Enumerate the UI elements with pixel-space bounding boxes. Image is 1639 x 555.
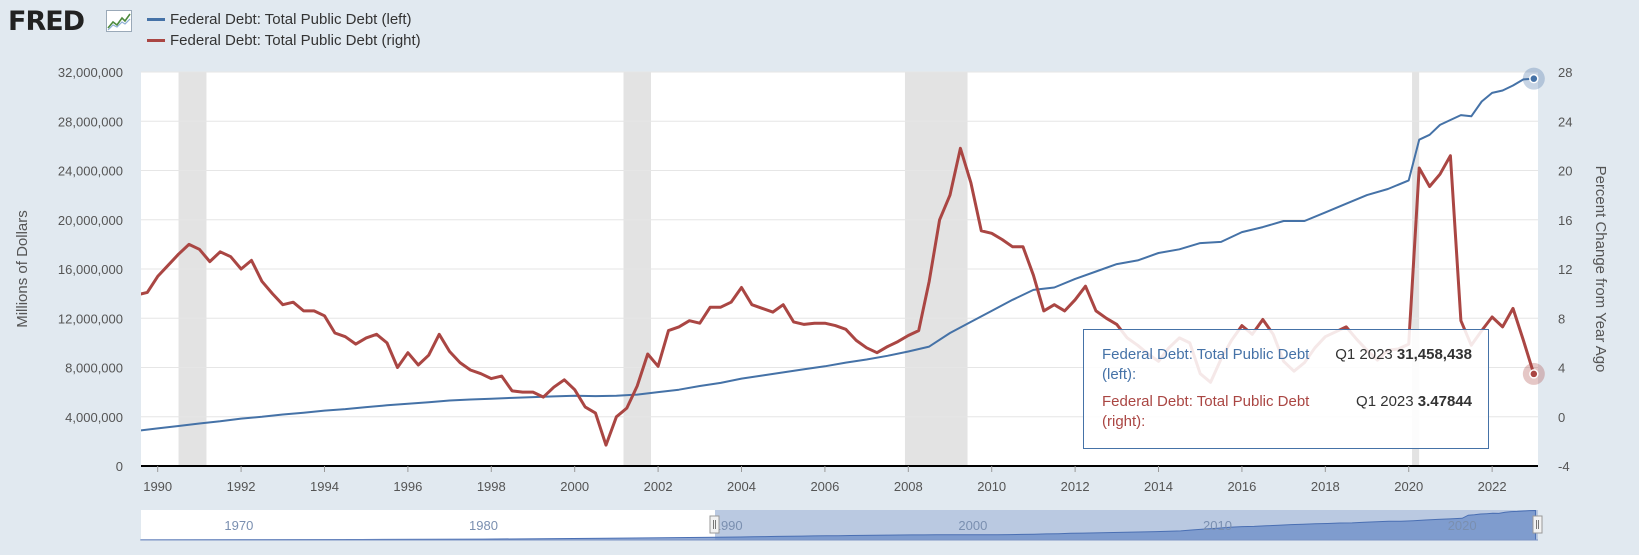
y-right-tick-label: 24 (1558, 114, 1572, 129)
x-tick-label: 1994 (310, 479, 339, 494)
x-tick-label: 2008 (894, 479, 923, 494)
navigator-year-label: 1980 (469, 518, 498, 533)
x-tick-label: 1998 (477, 479, 506, 494)
y-right-tick-label: 28 (1558, 65, 1572, 80)
x-tick-label: 1996 (393, 479, 422, 494)
x-tick-label: 2004 (727, 479, 756, 494)
x-tick-label: 2018 (1311, 479, 1340, 494)
hover-marker-left (1529, 73, 1539, 84)
x-tick-label: 2016 (1227, 479, 1256, 494)
y-right-tick-label: 4 (1558, 361, 1565, 376)
y-right-axis-ticks: -4 0 4 8 12 16 20 24 28 (1558, 65, 1572, 474)
y-left-tick-label: 12,000,000 (58, 311, 123, 326)
navigator-year-label: 2000 (958, 518, 987, 533)
tooltip-series-right-name: Federal Debt: Total Public Debt (right): (1102, 393, 1310, 430)
navigator-year-label: 1970 (224, 518, 253, 533)
fred-logo[interactable]: FRED (8, 6, 85, 37)
y-left-tick-label: 16,000,000 (58, 262, 123, 277)
x-tick-label: 1992 (227, 479, 256, 494)
navigator-series (140, 509, 1537, 541)
y-left-tick-label: 20,000,000 (58, 213, 123, 228)
tooltip-series-left-value: Q1 2023 31,458,438 (1335, 346, 1472, 363)
legend-swatch-right (147, 38, 165, 42)
chart-tooltip: Federal Debt: Total Public Debt (left): … (1083, 329, 1489, 449)
y-right-axis-title: Percent Change from Year Ago (1592, 166, 1609, 373)
navigator-handle-left[interactable] (709, 515, 720, 534)
legend-item-right[interactable]: Federal Debt: Total Public Debt (right) (147, 31, 421, 51)
x-tick-label: 2000 (560, 479, 589, 494)
x-tick-label: 2014 (1144, 479, 1173, 494)
navigator-handle-right[interactable] (1532, 515, 1543, 534)
y-right-tick-label: -4 (1558, 459, 1570, 474)
y-right-tick-label: 20 (1558, 164, 1572, 179)
y-left-tick-label: 8,000,000 (65, 361, 123, 376)
y-left-tick-label: 28,000,000 (58, 114, 123, 129)
legend-swatch-left (147, 17, 165, 21)
x-tick-label: 1990 (143, 479, 172, 494)
legend-item-left[interactable]: Federal Debt: Total Public Debt (left) (147, 10, 412, 30)
tooltip-series-right-value: Q1 2023 3.47844 (1356, 393, 1472, 410)
x-tick-label: 2020 (1394, 479, 1423, 494)
y-left-axis-ticks: 0 4,000,000 8,000,000 12,000,000 16,000,000 2… (58, 65, 123, 474)
tooltip-series-left-name: Federal Debt: Total Public Debt (left): (1102, 346, 1310, 383)
x-tick-label: 2010 (977, 479, 1006, 494)
y-left-tick-label: 32,000,000 (58, 65, 123, 80)
x-tick-label: 2022 (1478, 479, 1507, 494)
navigator-year-label: 1990 (714, 518, 743, 533)
y-left-axis-title: Millions of Dollars (14, 210, 31, 328)
y-left-tick-label: 24,000,000 (58, 164, 123, 179)
series-line-left (141, 77, 1534, 432)
x-tick-label: 2012 (1061, 479, 1090, 494)
x-axis-ticks: 1990 1992 1994 1996 1998 2000 2002 2004 2006 2008… (143, 466, 1507, 494)
y-right-tick-label: 12 (1558, 262, 1572, 277)
y-right-tick-label: 0 (1558, 410, 1565, 425)
navigator-area (140, 509, 1537, 541)
hover-marker-right (1529, 369, 1539, 379)
y-left-tick-label: 4,000,000 (65, 410, 123, 425)
x-tick-label: 2002 (644, 479, 673, 494)
hover-markers (1522, 67, 1545, 385)
legend-label-right: Federal Debt: Total Public Debt (right) (170, 32, 421, 49)
navigator-year-label: 2020 (1448, 518, 1477, 533)
y-right-tick-label: 8 (1558, 311, 1565, 326)
navigator-year-label: 2010 (1203, 518, 1232, 533)
logo-graph-icon (106, 10, 132, 32)
legend-label-left: Federal Debt: Total Public Debt (left) (170, 11, 412, 28)
x-tick-label: 2006 (810, 479, 839, 494)
y-left-tick-label: 0 (116, 459, 123, 474)
navigator-labels: 1970 1980 1990 2000 2010 2020 (224, 518, 1476, 533)
y-right-tick-label: 16 (1558, 213, 1572, 228)
